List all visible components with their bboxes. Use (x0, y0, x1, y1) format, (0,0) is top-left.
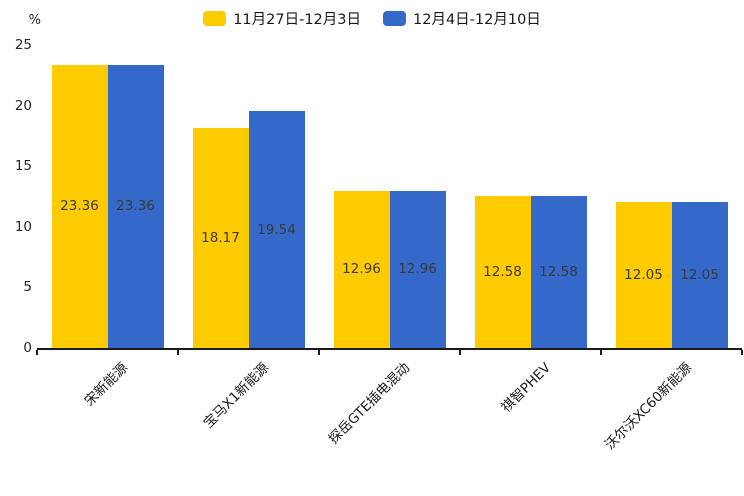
bar-value-label: 12.58 (539, 263, 578, 280)
x-axis-category-label: 宝马X1新能源 (199, 359, 272, 432)
bar-value-label: 12.05 (624, 266, 663, 283)
bar-value-label: 23.36 (60, 198, 99, 215)
legend-label: 11月27日-12月3日 (233, 12, 361, 28)
bar-value-label: 23.36 (116, 198, 155, 215)
legend-item: 12月4日-12月10日 (383, 8, 541, 29)
y-axis-tick-label: 10 (14, 218, 32, 235)
legend-swatch-icon (383, 11, 406, 26)
bar-value-label: 12.96 (398, 261, 437, 278)
bar-value-label: 12.58 (483, 263, 522, 280)
x-axis-category-label: 宋新能源 (81, 359, 131, 410)
x-axis-tick (600, 350, 602, 355)
legend: 11月27日-12月3日 12月4日-12月10日 (0, 8, 744, 29)
legend-item: 11月27日-12月3日 (203, 8, 361, 29)
bar: 12.58 (530, 195, 587, 348)
y-axis-tick-label: 0 (23, 340, 32, 356)
bar: 12.05 (615, 201, 672, 348)
legend-label: 12月4日-12月10日 (413, 12, 541, 28)
bar-value-label: 19.54 (257, 221, 296, 238)
x-axis-category-label: 探岳GTE插电混动 (325, 359, 413, 448)
y-axis-tick-label: 20 (14, 97, 32, 114)
y-axis-tick-label: 15 (14, 158, 32, 175)
x-axis-tick (459, 350, 461, 355)
x-axis-tick (177, 350, 179, 355)
bar-value-label: 18.17 (201, 229, 240, 246)
bar: 12.96 (389, 190, 446, 348)
x-axis-category-label: 沃尔沃XC60新能源 (601, 359, 695, 454)
x-axis-line (37, 348, 742, 350)
bar-value-label: 12.05 (680, 266, 719, 283)
bar: 12.96 (333, 190, 390, 348)
bar: 12.58 (474, 195, 531, 348)
bar: 23.36 (51, 64, 108, 348)
bar: 19.54 (248, 111, 305, 348)
x-axis-tick (318, 350, 320, 355)
bar: 12.05 (671, 201, 728, 348)
bar: 23.36 (107, 64, 164, 348)
bar: 18.17 (192, 127, 249, 348)
y-axis-tick-label: 5 (23, 279, 32, 296)
x-axis-category-label: 祺智PHEV (497, 359, 554, 416)
x-axis-tick (741, 350, 743, 355)
y-axis-unit-label: % (28, 13, 41, 28)
x-axis-tick (36, 350, 38, 355)
y-axis-tick-label: 25 (14, 37, 32, 53)
legend-swatch-icon (203, 11, 227, 26)
bar-value-label: 12.96 (342, 261, 381, 278)
